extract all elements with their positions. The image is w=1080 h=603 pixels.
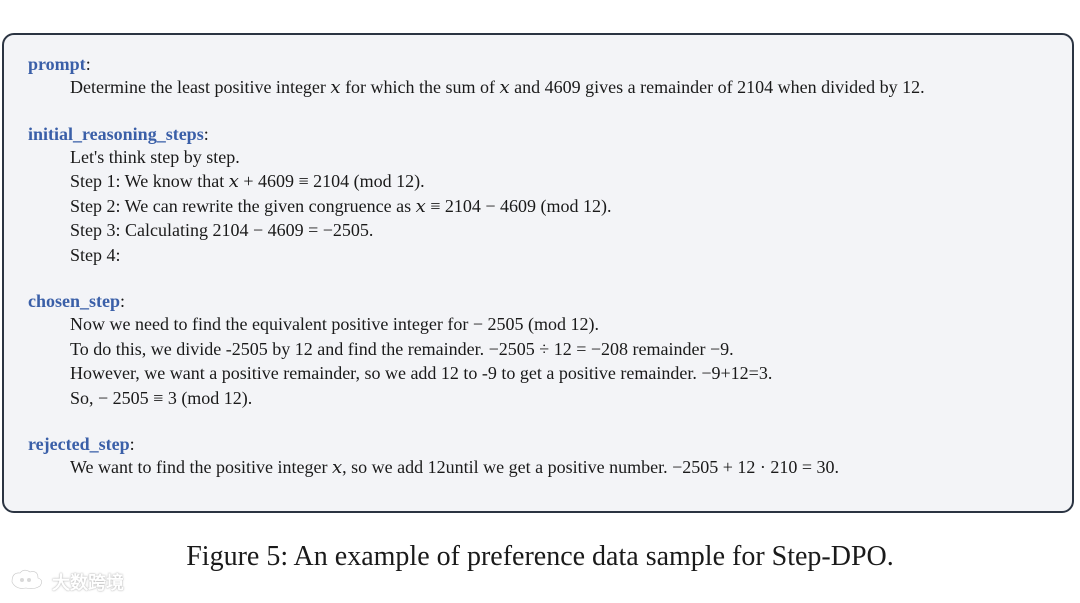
section-header: rejected_step: (28, 433, 1048, 455)
reasoning-line: Let's think step by step. (70, 146, 240, 167)
section-key: prompt (28, 54, 86, 74)
reasoning-line: Step 1: We know that 𝑥 + 4609 ≡ 2104 (mo… (70, 171, 425, 191)
reasoning-line: Step 4: (70, 244, 121, 265)
figure-caption: Figure 5: An example of preference data … (186, 541, 894, 572)
section-header: initial_reasoning_steps: (28, 123, 1048, 145)
reasoning-line: Step 3: Calculating 2104 − 4609 = −2505. (70, 220, 374, 240)
section-prompt: prompt: Determine the least positive int… (28, 53, 1048, 100)
rejected-line: We want to find the positive integer 𝑥, … (70, 457, 840, 477)
section-colon: : (203, 123, 209, 144)
watermark-logo-icon (8, 568, 48, 597)
section-rejected-step: rejected_step: We want to find the posit… (28, 433, 1048, 480)
section-colon: : (120, 291, 126, 311)
section-key: initial_reasoning_steps (28, 123, 204, 144)
watermark: 大数跨境 (8, 568, 124, 596)
section-header: chosen_step: (28, 290, 1048, 312)
section-key: chosen_step (28, 291, 121, 311)
reasoning-line: Step 2: We can rewrite the given congrue… (70, 195, 612, 216)
preference-data-box: prompt: Determine the least positive int… (2, 33, 1074, 513)
section-colon: : (85, 54, 91, 74)
chosen-line: However, we want a positive remainder, s… (70, 363, 773, 383)
chosen-line: To do this, we divide -2505 by 12 and fi… (70, 338, 734, 359)
watermark-text: 大数跨境 (52, 573, 124, 594)
section-chosen-step: chosen_step: Now we need to find the equ… (28, 290, 1048, 410)
section-initial-reasoning-steps: initial_reasoning_steps: Let's think ste… (28, 123, 1048, 268)
section-header: prompt: (28, 53, 1048, 75)
chosen-line: So, − 2505 ≡ 3 (mod 12). (70, 387, 253, 408)
section-key: rejected_step (28, 434, 130, 454)
prompt-line: Determine the least positive integer 𝑥 f… (70, 77, 925, 97)
section-colon: : (129, 434, 135, 454)
chosen-line: Now we need to find the equivalent posit… (70, 314, 600, 334)
